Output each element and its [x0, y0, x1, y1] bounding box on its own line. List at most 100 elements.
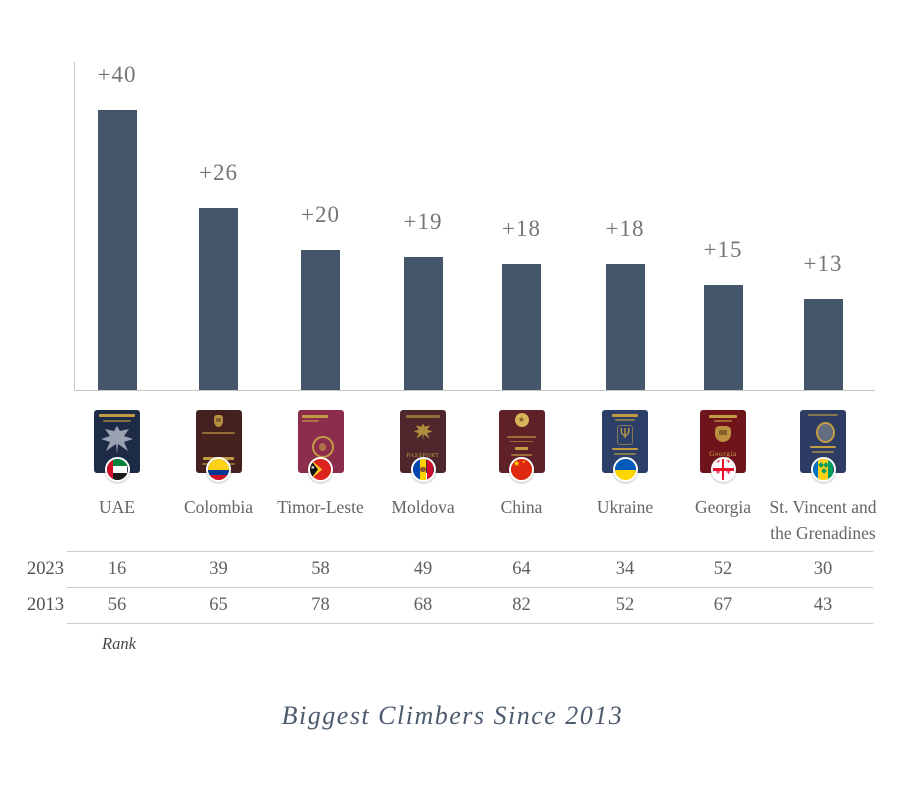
rank-axis-note: Rank	[102, 634, 136, 653]
flag-stripe	[113, 459, 128, 466]
passport-text-line	[302, 420, 319, 422]
flag-stripe	[310, 459, 318, 480]
china-flag-icon: ★ ★	[509, 457, 534, 482]
year-label: 2023	[27, 559, 64, 579]
rank-cell: 68	[413, 595, 433, 615]
passport-text-line	[809, 446, 837, 448]
bar	[605, 264, 645, 390]
flag-stripe	[412, 459, 420, 480]
rank-cell: 64	[512, 559, 531, 579]
china-national-emblem: ★	[514, 413, 529, 427]
star-icon: ★	[513, 459, 521, 468]
flag-stripe	[426, 459, 434, 480]
passport-text-line	[714, 420, 732, 422]
moldova-coat-of-arms-emblem	[412, 423, 434, 441]
passport-text-line	[807, 414, 839, 416]
country-label: Timor-Leste	[277, 497, 364, 517]
bar-value-label: +20	[301, 202, 340, 227]
rank-cell: 30	[813, 559, 833, 579]
bar-value-label: +19	[403, 209, 443, 234]
bar	[301, 250, 340, 390]
table-rule-bottom	[67, 623, 873, 624]
passport-text-line	[318, 443, 327, 451]
country-label: Georgia	[694, 497, 752, 517]
passport-text-line	[509, 440, 534, 442]
flag-stripe	[511, 459, 532, 480]
flag-stripe	[113, 473, 128, 480]
passport-text-line	[510, 454, 533, 456]
flag-stripe	[113, 466, 128, 473]
table-rule-top	[67, 551, 873, 552]
flag-stripe	[712, 468, 734, 471]
passport-text-line	[615, 419, 635, 421]
rank-cell: 43	[813, 595, 833, 615]
rank-cell: 56	[107, 595, 127, 615]
colombia-coat-of-arms-emblem	[214, 415, 223, 427]
bar-value-label: +26	[199, 160, 238, 185]
x-axis-line	[74, 390, 875, 391]
passport-cover-text: PASSPORT	[406, 453, 440, 459]
passport-text-line	[812, 451, 834, 453]
passport-text-line	[506, 436, 537, 438]
bar-value-label: +18	[502, 216, 541, 241]
passport-text-line	[215, 418, 221, 422]
passport-text-line	[611, 448, 639, 450]
rank-cell: 82	[512, 595, 531, 615]
passport-text-line	[708, 415, 738, 418]
cross-icon: +	[725, 459, 732, 465]
rank-cell: 65	[209, 595, 228, 615]
passport-cover-text: Georgia	[709, 449, 737, 458]
timor-flag-icon: ★	[308, 457, 333, 482]
bar	[803, 299, 843, 390]
flag-stripe	[106, 459, 114, 480]
timor-leste-passport-icon	[297, 410, 344, 473]
bar-value-label: +18	[605, 216, 645, 241]
st-vincent-coat-of-arms-emblem	[815, 422, 835, 443]
year-label: 2013	[27, 595, 64, 615]
star-icon: ★	[517, 415, 526, 424]
moldova-emblem-icon	[420, 466, 426, 473]
cross-icon: +	[715, 468, 721, 476]
passport-text-line	[406, 415, 440, 418]
passport-text-line	[718, 430, 728, 435]
moldova-flag-icon	[410, 457, 436, 482]
georgia-coat-of-arms-emblem	[715, 426, 731, 442]
star-icon: ★	[522, 459, 526, 464]
flag-stripe	[208, 469, 229, 475]
passport-text-line	[514, 447, 529, 450]
rank-cell: 67	[713, 595, 733, 615]
bar	[502, 264, 541, 390]
bar-value-label: +15	[703, 237, 743, 262]
uae-falcon-emblem	[99, 425, 135, 455]
bar	[403, 257, 443, 390]
cross-icon: +	[715, 459, 721, 465]
rank-cell: 16	[107, 559, 127, 579]
rank-cell: 78	[311, 595, 330, 615]
passport-text-line	[611, 414, 639, 417]
flag-stripe	[614, 459, 636, 470]
st-vincent-passport-icon	[800, 410, 846, 473]
bar-value-label: +40	[97, 62, 137, 87]
stvincent-flag-icon	[810, 457, 836, 482]
rank-cell: 34	[615, 559, 635, 579]
rank-cell: 52	[615, 595, 635, 615]
timor-leste-seal-emblem	[311, 436, 334, 458]
rank-cell: 52	[713, 559, 733, 579]
country-label: Colombia	[183, 497, 254, 517]
bar	[199, 208, 238, 390]
table-rule-middle	[67, 587, 873, 588]
uae-flag-icon	[104, 457, 130, 482]
passport-text-line	[302, 415, 328, 418]
y-axis-line	[74, 62, 75, 391]
rank-cell: 58	[311, 559, 330, 579]
passport-text-line	[103, 420, 131, 422]
country-label: Ukraine	[596, 497, 654, 517]
rank-cell: 39	[209, 559, 228, 579]
country-label: Moldova	[391, 497, 455, 517]
country-label: China	[500, 497, 543, 517]
passport-text-line	[613, 453, 637, 455]
bar-value-label: +13	[803, 251, 843, 276]
bar	[97, 110, 137, 390]
passport-text-line	[98, 414, 136, 417]
